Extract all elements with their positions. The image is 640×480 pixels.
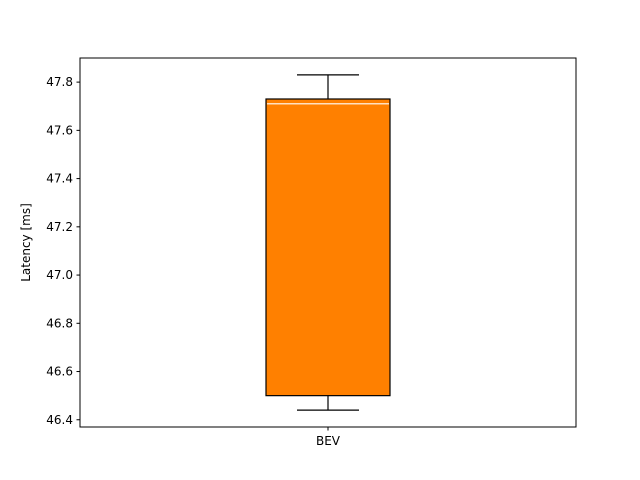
y-tick-label: 47.6	[46, 123, 73, 137]
y-tick-label: 47.8	[46, 75, 73, 89]
box-body	[265, 98, 391, 397]
y-tick-label: 46.8	[46, 316, 73, 330]
boxes-group	[265, 74, 391, 411]
x-tick-label: BEV	[316, 434, 341, 448]
y-tick-label: 47.2	[46, 220, 73, 234]
y-axis-ticks: 46.4 46.6 46.8 47.0 47.2 47.4 47.6 47.8	[46, 75, 80, 427]
y-tick-label: 46.6	[46, 365, 73, 379]
y-tick-label: 46.4	[46, 413, 73, 427]
y-axis-label: Latency [ms]	[19, 203, 33, 282]
plot-frame	[79, 57, 577, 428]
y-tick-label: 47.0	[46, 268, 73, 282]
x-axis-ticks: BEV	[316, 427, 341, 448]
y-tick-label: 47.4	[46, 172, 73, 186]
